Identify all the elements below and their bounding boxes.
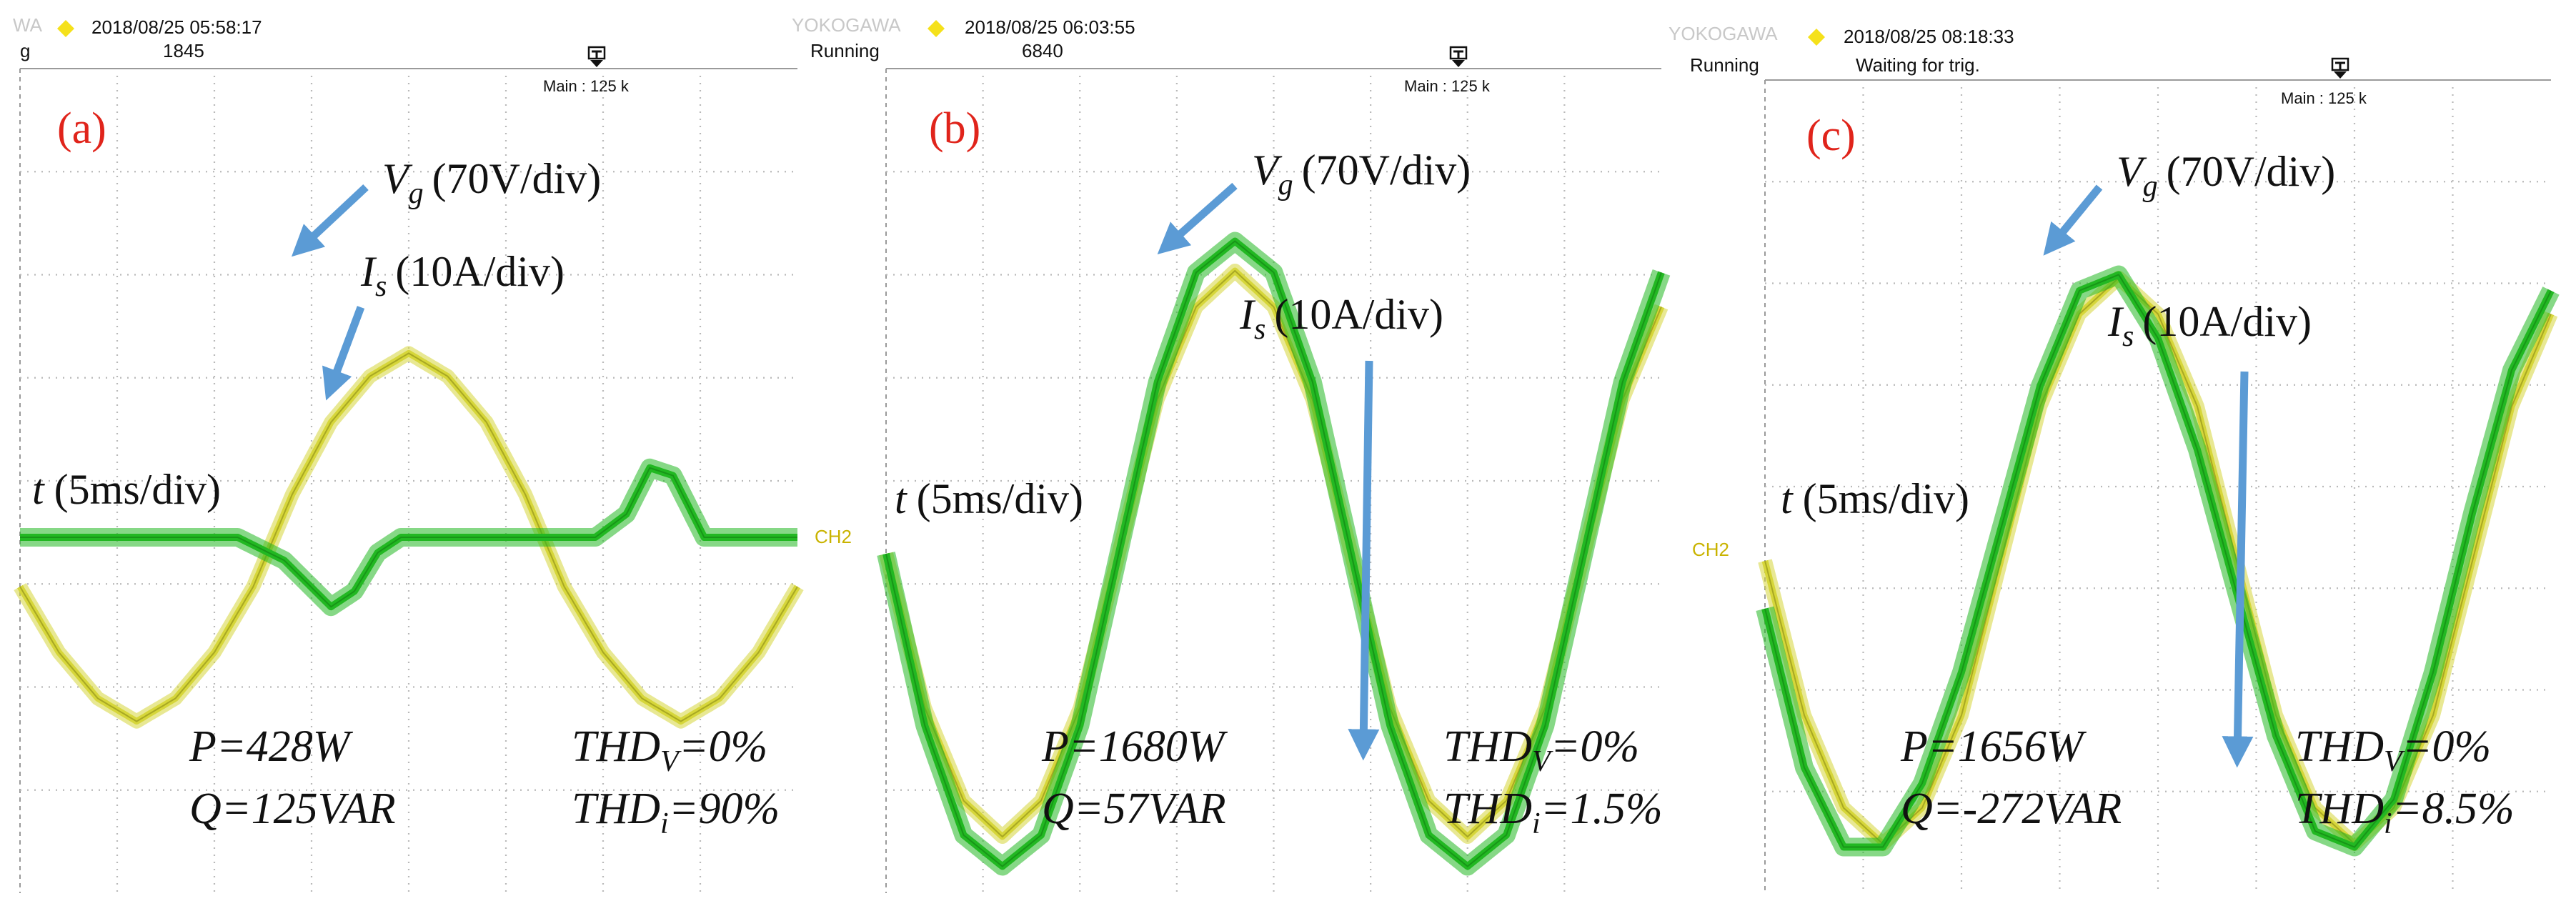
vg-annotation: Vg (70V/div) bbox=[1252, 146, 1471, 201]
is-annotation: Is (10A/div) bbox=[2107, 298, 2312, 353]
is-annotation: Is (10A/div) bbox=[1239, 291, 1443, 346]
main-record-length: Main : 125 k bbox=[543, 77, 630, 95]
voltage-thd-readout: THDV=0% bbox=[572, 722, 767, 778]
status-text: Running bbox=[1690, 54, 1759, 76]
time-scale-label: t (5ms/div) bbox=[32, 466, 221, 513]
is-pointer-arrow bbox=[2222, 371, 2254, 768]
current-thd-readout: THDi=1.5% bbox=[1443, 785, 1663, 840]
is-pointer-arrow bbox=[322, 306, 365, 401]
channel-marker: CH2 bbox=[815, 526, 852, 547]
panel-label: (c) bbox=[1806, 111, 1856, 160]
active-power-readout: P=1656W bbox=[1900, 722, 2087, 771]
status-text: g bbox=[20, 40, 30, 61]
plot-area bbox=[12, 68, 805, 893]
active-power-readout: P=1680W bbox=[1041, 722, 1228, 771]
time-scale-label: t (5ms/div) bbox=[1781, 475, 1969, 522]
vg-annotation: Vg (70V/div) bbox=[2117, 148, 2335, 203]
panel-a: WA 2018/08/25 05:58:17 g 1845 Main : 125… bbox=[12, 14, 805, 893]
trigger-diamond-icon bbox=[928, 20, 945, 37]
vg-pointer-arrow bbox=[291, 184, 369, 257]
acquisition-count: 1845 bbox=[163, 40, 204, 61]
panel-label: (a) bbox=[57, 104, 106, 153]
brand-text: WA bbox=[13, 14, 43, 36]
panel-label: (b) bbox=[929, 104, 980, 153]
panel-c: YOKOGAWA 2018/08/25 08:18:33 Running Wai… bbox=[1669, 23, 2560, 893]
trigger-position-icon bbox=[2331, 57, 2349, 79]
timestamp: 2018/08/25 06:03:55 bbox=[965, 16, 1135, 38]
status-text: Running bbox=[810, 40, 880, 61]
trigger-position-icon bbox=[1449, 46, 1468, 67]
main-record-length: Main : 125 k bbox=[2281, 89, 2367, 107]
voltage-thd-readout: THDV=0% bbox=[1443, 722, 1639, 778]
plot-area bbox=[877, 68, 1671, 893]
is-pointer-arrow bbox=[1348, 360, 1380, 761]
current-trace-edge bbox=[1764, 274, 2552, 848]
trigger-position-icon bbox=[587, 46, 606, 67]
plot-area bbox=[1756, 79, 2560, 893]
active-power-readout: P=428W bbox=[189, 722, 354, 771]
trigger-diamond-icon bbox=[1808, 29, 1825, 46]
panel-b: YOKOGAWA 2018/08/25 06:03:55 Running 684… bbox=[792, 14, 1671, 893]
reactive-power-readout: Q=-272VAR bbox=[1901, 785, 2122, 833]
vg-pointer-arrow bbox=[2043, 184, 2103, 256]
current-thd-readout: THDi=8.5% bbox=[2295, 785, 2515, 840]
main-record-length: Main : 125 k bbox=[1404, 77, 1491, 95]
current-trace-edge bbox=[20, 467, 797, 608]
brand-text: YOKOGAWA bbox=[792, 14, 901, 36]
reactive-power-readout: Q=57VAR bbox=[1042, 785, 1226, 833]
vg-pointer-arrow bbox=[1157, 182, 1238, 254]
current-trace-edge bbox=[885, 240, 1662, 867]
channel-marker: CH2 bbox=[1692, 539, 1729, 560]
current-thd-readout: THDi=90% bbox=[572, 785, 780, 840]
trigger-diamond-icon bbox=[57, 20, 74, 37]
reactive-power-readout: Q=125VAR bbox=[189, 785, 396, 833]
is-annotation: Is (10A/div) bbox=[360, 248, 565, 303]
timestamp: 2018/08/25 05:58:17 bbox=[91, 16, 262, 38]
vg-annotation: Vg (70V/div) bbox=[382, 155, 601, 210]
acquisition-count: Waiting for trig. bbox=[1856, 54, 1980, 76]
brand-text: YOKOGAWA bbox=[1669, 23, 1778, 44]
acquisition-count: 6840 bbox=[1022, 40, 1063, 61]
timestamp: 2018/08/25 08:18:33 bbox=[1844, 26, 2014, 47]
time-scale-label: t (5ms/div) bbox=[895, 475, 1083, 522]
voltage-thd-readout: THDV=0% bbox=[2295, 722, 2491, 778]
voltage-trace-edge bbox=[19, 352, 798, 722]
